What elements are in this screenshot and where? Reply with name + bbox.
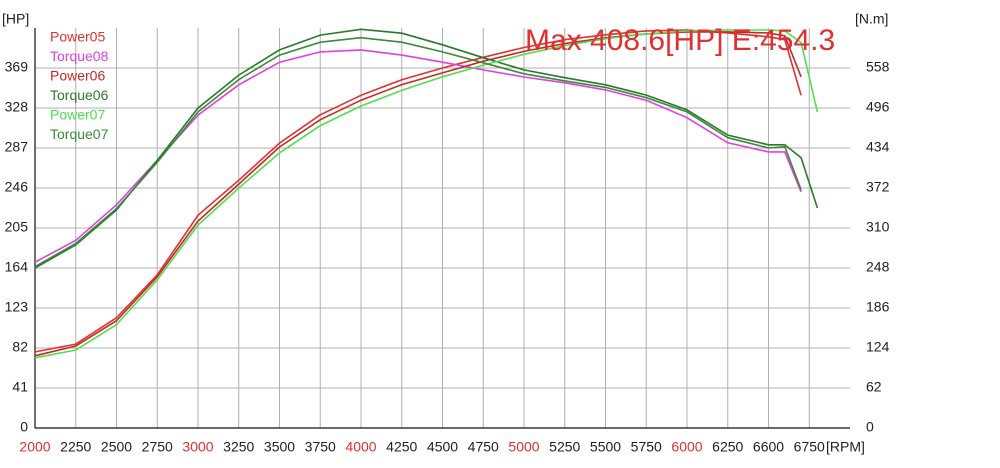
legend-entry: Power05 xyxy=(50,29,105,45)
legend-entry: Torque08 xyxy=(50,48,109,64)
y-tick-label: 287 xyxy=(5,139,29,155)
x-tick-label: 2500 xyxy=(101,439,132,455)
x-tick-label: 6600 xyxy=(753,439,784,455)
x-tick-label: 6750 xyxy=(794,439,825,455)
x-tick-label: 5250 xyxy=(549,439,580,455)
series-line xyxy=(34,36,802,268)
y2-tick-label: 186 xyxy=(866,299,890,315)
x-tick-label: 5500 xyxy=(590,439,621,455)
annotation: Max 408.6[HP] E:454.3 xyxy=(525,24,835,57)
x-tick-label: 3000 xyxy=(182,439,213,455)
y-tick-label: 205 xyxy=(5,219,29,235)
series-line xyxy=(34,31,802,357)
x-tick-label: 2750 xyxy=(142,439,173,455)
series-line xyxy=(34,49,802,263)
y-tick-label: 369 xyxy=(5,59,29,75)
x-tick-label: 4500 xyxy=(427,439,458,455)
series-line xyxy=(34,29,819,359)
series-line xyxy=(34,29,802,353)
y2-tick-label: 62 xyxy=(866,379,882,395)
series-line xyxy=(34,28,819,269)
x-tick-label: 3250 xyxy=(223,439,254,455)
x-tick-label: 5750 xyxy=(631,439,662,455)
y2-tick-label: 558 xyxy=(866,59,890,75)
y2-tick-label: 0 xyxy=(866,419,874,435)
y-tick-label: 82 xyxy=(12,339,28,355)
x-tick-label: 4250 xyxy=(386,439,417,455)
y2-tick-label: 434 xyxy=(866,139,890,155)
y2-axis-label: [N.m] xyxy=(855,11,888,27)
y2-tick-label: 310 xyxy=(866,219,890,235)
y-tick-label: 164 xyxy=(5,259,29,275)
y-tick-label: 246 xyxy=(5,179,29,195)
y2-tick-label: 124 xyxy=(866,339,890,355)
y2-tick-label: 372 xyxy=(866,179,890,195)
y2-tick-label: 248 xyxy=(866,259,890,275)
x-tick-label: 3750 xyxy=(305,439,336,455)
y-tick-label: 0 xyxy=(20,419,28,435)
y-axis-label: [HP] xyxy=(2,11,29,27)
legend-entry: Power06 xyxy=(50,68,105,84)
legend-entry: Torque06 xyxy=(50,87,109,103)
x-tick-label: 5000 xyxy=(508,439,539,455)
x-tick-label: 6250 xyxy=(712,439,743,455)
legend-entry: Power07 xyxy=(50,107,105,123)
x-tick-label: 4750 xyxy=(468,439,499,455)
y2-tick-label: 496 xyxy=(866,99,890,115)
x-tick-label: 4000 xyxy=(345,439,376,455)
y-tick-label: 328 xyxy=(5,99,29,115)
y-tick-label: 41 xyxy=(12,379,28,395)
x-tick-label: 2000 xyxy=(19,439,50,455)
x-axis-label: [RPM] xyxy=(826,439,865,455)
x-tick-label: 3500 xyxy=(264,439,295,455)
x-tick-label: 2250 xyxy=(60,439,91,455)
x-tick-label: 6000 xyxy=(671,439,702,455)
legend-entry: Torque07 xyxy=(50,126,109,142)
y-tick-label: 123 xyxy=(5,299,29,315)
